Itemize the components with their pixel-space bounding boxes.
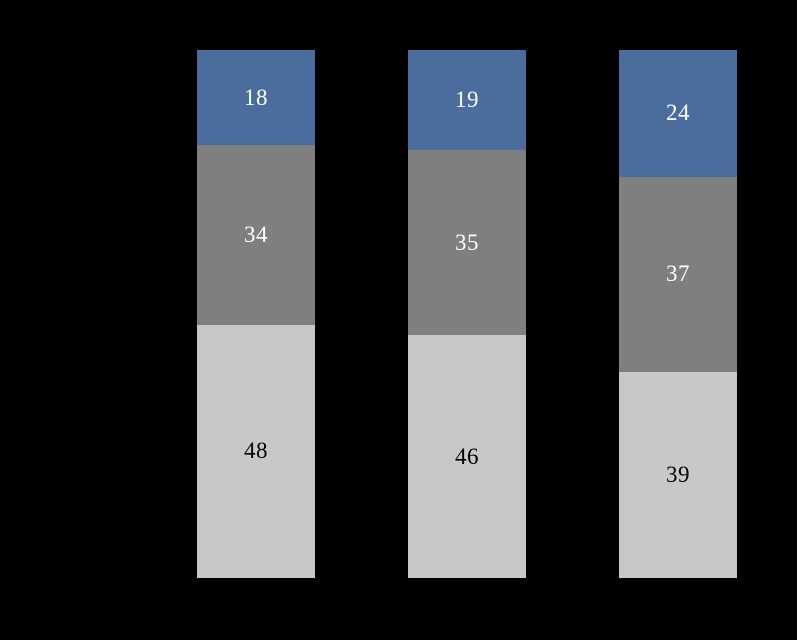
bar-segment-bottom-segment: 39 bbox=[619, 372, 737, 578]
bar-segment-bottom-segment: 48 bbox=[197, 324, 315, 578]
stacked-bar-chart: 18 34 48 19 35 46 24 37 39 bbox=[197, 50, 737, 578]
bar-segment-bottom-segment: 46 bbox=[408, 335, 526, 578]
bar-segment-top-segment: 24 bbox=[619, 50, 737, 177]
segment-value-label: 39 bbox=[666, 462, 690, 488]
segment-value-label: 48 bbox=[244, 438, 268, 464]
stacked-bar: 19 35 46 bbox=[408, 50, 526, 578]
stacked-bar: 18 34 48 bbox=[197, 50, 315, 578]
bar-segment-middle-segment: 37 bbox=[619, 176, 737, 373]
segment-value-label: 37 bbox=[666, 261, 690, 287]
bar-segment-middle-segment: 35 bbox=[408, 150, 526, 336]
bar-segment-middle-segment: 34 bbox=[197, 145, 315, 325]
bar-segment-top-segment: 19 bbox=[408, 50, 526, 151]
segment-value-label: 24 bbox=[666, 100, 690, 126]
segment-value-label: 35 bbox=[455, 229, 479, 255]
segment-value-label: 46 bbox=[455, 443, 479, 469]
stacked-bar: 24 37 39 bbox=[619, 50, 737, 578]
bar-segment-top-segment: 18 bbox=[197, 50, 315, 146]
segment-value-label: 19 bbox=[455, 87, 479, 113]
segment-value-label: 18 bbox=[244, 84, 268, 110]
segment-value-label: 34 bbox=[244, 221, 268, 247]
